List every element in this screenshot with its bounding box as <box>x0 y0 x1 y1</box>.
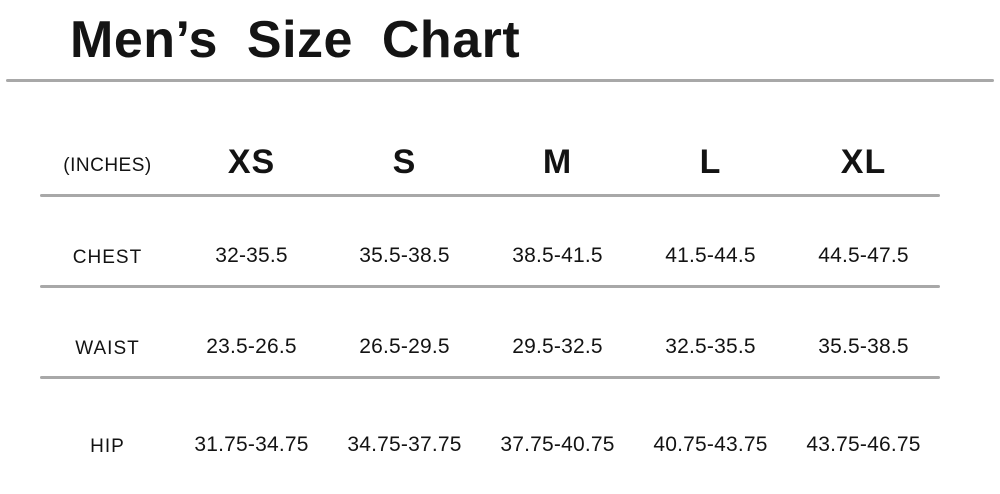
chest-l-value: 41.5-44.5 <box>665 244 756 267</box>
size-header-xl: XL <box>840 143 887 181</box>
title-underline-rule <box>6 79 994 82</box>
row-label-hip: HIP <box>90 436 125 457</box>
size-header-m: M <box>542 143 573 181</box>
hip-l-value: 40.75-43.75 <box>653 433 768 456</box>
chest-m-value: 38.5-41.5 <box>512 244 603 267</box>
table-row-waist: WAIST 23.5-26.5 26.5-29.5 29.5-32.5 32.5… <box>40 288 940 376</box>
waist-xs-value: 23.5-26.5 <box>206 335 297 358</box>
chest-s-value: 35.5-38.5 <box>359 244 450 267</box>
size-chart-table: (INCHES) XS S M L XL CHEST 32-35.5 35.5-… <box>40 82 940 494</box>
hip-m-value: 37.75-40.75 <box>500 433 615 456</box>
chest-xl-value: 44.5-47.5 <box>818 244 909 267</box>
waist-s-value: 26.5-29.5 <box>359 335 450 358</box>
waist-xl-value: 35.5-38.5 <box>818 335 909 358</box>
hip-xl-value: 43.75-46.75 <box>806 433 921 456</box>
row-label-waist: WAIST <box>75 338 140 359</box>
row-divider <box>40 376 940 379</box>
hip-s-value: 34.75-37.75 <box>347 433 462 456</box>
waist-l-value: 32.5-35.5 <box>665 335 756 358</box>
row-divider <box>40 285 940 288</box>
page-title: Men’s Size Chart <box>70 11 521 69</box>
waist-m-value: 29.5-32.5 <box>512 335 603 358</box>
size-header-xs: XS <box>227 143 276 181</box>
unit-label: (INCHES) <box>63 155 152 176</box>
chest-xs-value: 32-35.5 <box>215 244 288 267</box>
size-header-l: L <box>699 143 722 181</box>
row-divider <box>40 194 940 197</box>
hip-xs-value: 31.75-34.75 <box>194 433 309 456</box>
table-row-hip: HIP 31.75-34.75 34.75-37.75 37.75-40.75 … <box>40 379 940 494</box>
table-header-row: (INCHES) XS S M L XL <box>40 82 940 194</box>
table-row-chest: CHEST 32-35.5 35.5-38.5 38.5-41.5 41.5-4… <box>40 197 940 285</box>
row-label-chest: CHEST <box>72 247 143 268</box>
size-header-s: S <box>392 143 417 181</box>
